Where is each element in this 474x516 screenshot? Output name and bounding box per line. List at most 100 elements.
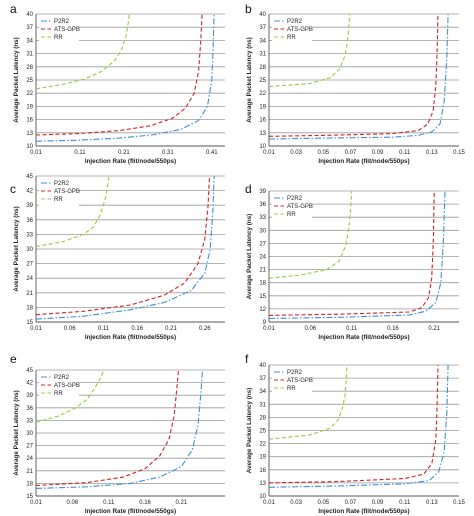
y-tick-label: 39 [26, 203, 33, 209]
y-tick-label: 31 [259, 402, 266, 408]
y-tick-label: 45 [26, 368, 33, 374]
y-tick-label: 40 [259, 12, 266, 18]
y-tick-label: 36 [259, 202, 266, 208]
y-tick-label: 25 [259, 78, 266, 84]
series-line-rr [35, 369, 105, 424]
x-tick-label: 0.07 [345, 150, 357, 156]
y-tick-label: 30 [26, 431, 33, 437]
y-tick-label: 22 [259, 91, 266, 97]
x-tick-label: 0.16 [139, 500, 151, 506]
y-tick-label: 13 [259, 131, 266, 137]
y-axis-label: Average Packet Latency (ns) [246, 388, 253, 474]
x-tick-label: 0.31 [162, 150, 174, 156]
y-tick-label: 30 [259, 228, 266, 234]
panel-letter: a [10, 2, 17, 16]
y-tick-label: 25 [26, 78, 33, 84]
legend: P2R2 ATS-GPB RR [272, 194, 313, 221]
legend: P2R2 ATS-GPB RR [272, 17, 313, 44]
x-tick-label: 0.11 [74, 150, 86, 156]
y-tick-label: 18 [259, 281, 266, 287]
x-tick-label: 0.11 [98, 326, 110, 332]
series-line-rr [268, 364, 348, 440]
y-tick-label: 28 [26, 65, 33, 71]
y-tick-label: 21 [26, 469, 33, 475]
x-tick-label: 0.15 [453, 500, 465, 506]
x-tick-label: 0.06 [304, 326, 316, 332]
y-tick-label: 27 [26, 262, 33, 268]
series-line-p2r2 [268, 364, 449, 488]
x-tick-label: 0.16 [387, 326, 399, 332]
legend-entry: RR [287, 212, 296, 218]
legend-entry: P2R2 [54, 19, 70, 25]
series-line-ats-gpb [268, 13, 439, 137]
panel-e: e 15 18 21 24 27 30 33 36 39 42 45 0.01 0.06 0.11 0.16 0… [10, 352, 225, 515]
x-tick-label: 0.01 [263, 326, 275, 332]
y-tick-label: 13 [26, 131, 33, 137]
x-tick-label: 0.15 [453, 150, 465, 156]
legend-entry: ATS-GPB [54, 27, 80, 33]
x-tick-label: 0.03 [290, 500, 302, 506]
y-tick-label: 10 [26, 144, 33, 150]
legend-entry: RR [54, 197, 63, 203]
y-tick-label: 39 [26, 393, 33, 399]
x-tick-label: 0.26 [199, 326, 211, 332]
y-tick-label: 33 [26, 418, 33, 424]
y-tick-label: 15 [26, 494, 33, 500]
y-tick-label: 19 [259, 104, 266, 110]
x-tick-label: 0.01 [263, 500, 275, 506]
y-tick-label: 34 [259, 389, 266, 395]
y-tick-label: 42 [26, 189, 33, 195]
y-tick-label: 27 [259, 241, 266, 247]
y-axis-label: Average Packet Latency (ns) [246, 37, 253, 123]
y-tick-label: 33 [259, 215, 266, 221]
x-tick-label: 0.21 [165, 326, 177, 332]
y-tick-label: 16 [259, 468, 266, 474]
y-tick-label: 16 [26, 118, 33, 124]
x-axis-label: Injection Rate (flit/node/550ps) [85, 158, 176, 165]
series-line-p2r2 [268, 13, 449, 140]
y-tick-label: 15 [259, 294, 266, 300]
legend-entry: P2R2 [287, 19, 303, 25]
legend-entry: P2R2 [287, 196, 303, 202]
y-tick-label: 36 [26, 406, 33, 412]
series-line-ats-gpb [268, 364, 439, 484]
panel-letter: e [10, 352, 17, 366]
panel-letter: b [245, 2, 252, 16]
legend: P2R2 ATS-GPB RR [39, 179, 80, 206]
y-tick-label: 22 [26, 91, 33, 97]
y-tick-label: 40 [259, 363, 266, 369]
x-tick-label: 0.03 [290, 150, 302, 156]
y-tick-label: 21 [259, 268, 266, 274]
legend-entry: ATS-GPB [54, 189, 80, 195]
series-line-ats-gpb [35, 13, 203, 136]
series-line-p2r2 [35, 13, 215, 142]
y-tick-label: 42 [26, 381, 33, 387]
panel-d: d 9 12 15 18 21 24 27 30 33 36 39 0.01 0.06 0.11 0.16 0.… [245, 182, 459, 341]
x-tick-label: 0.09 [372, 150, 384, 156]
y-tick-label: 28 [259, 415, 266, 421]
x-tick-label: 0.16 [131, 326, 143, 332]
y-tick-label: 18 [26, 481, 33, 487]
x-tick-label: 0.21 [118, 150, 130, 156]
y-axis-label: Average Packet Latency (ns) [246, 214, 253, 300]
x-tick-label: 0.07 [345, 500, 357, 506]
y-tick-label: 34 [259, 38, 266, 44]
x-tick-label: 0.06 [67, 500, 79, 506]
x-axis-label: Injection Rate (flit/node/550ps) [318, 334, 409, 341]
y-tick-label: 36 [26, 218, 33, 224]
series-line-rr [35, 175, 110, 248]
x-tick-label: 0.05 [317, 500, 329, 506]
y-tick-label: 9 [263, 320, 267, 326]
legend-entry: RR [54, 35, 63, 41]
x-tick-label: 0.13 [426, 500, 438, 506]
y-tick-label: 39 [259, 189, 266, 195]
y-tick-label: 31 [259, 52, 266, 58]
x-tick-label: 0.11 [399, 150, 411, 156]
y-tick-label: 27 [26, 444, 33, 450]
y-axis-label: Average Packet Latency (ns) [13, 206, 20, 292]
y-tick-label: 37 [259, 25, 266, 31]
legend-entry: ATS-GPB [287, 27, 313, 33]
x-tick-label: 0.13 [426, 150, 438, 156]
y-tick-label: 45 [26, 174, 33, 180]
series-line-rr [268, 13, 351, 88]
